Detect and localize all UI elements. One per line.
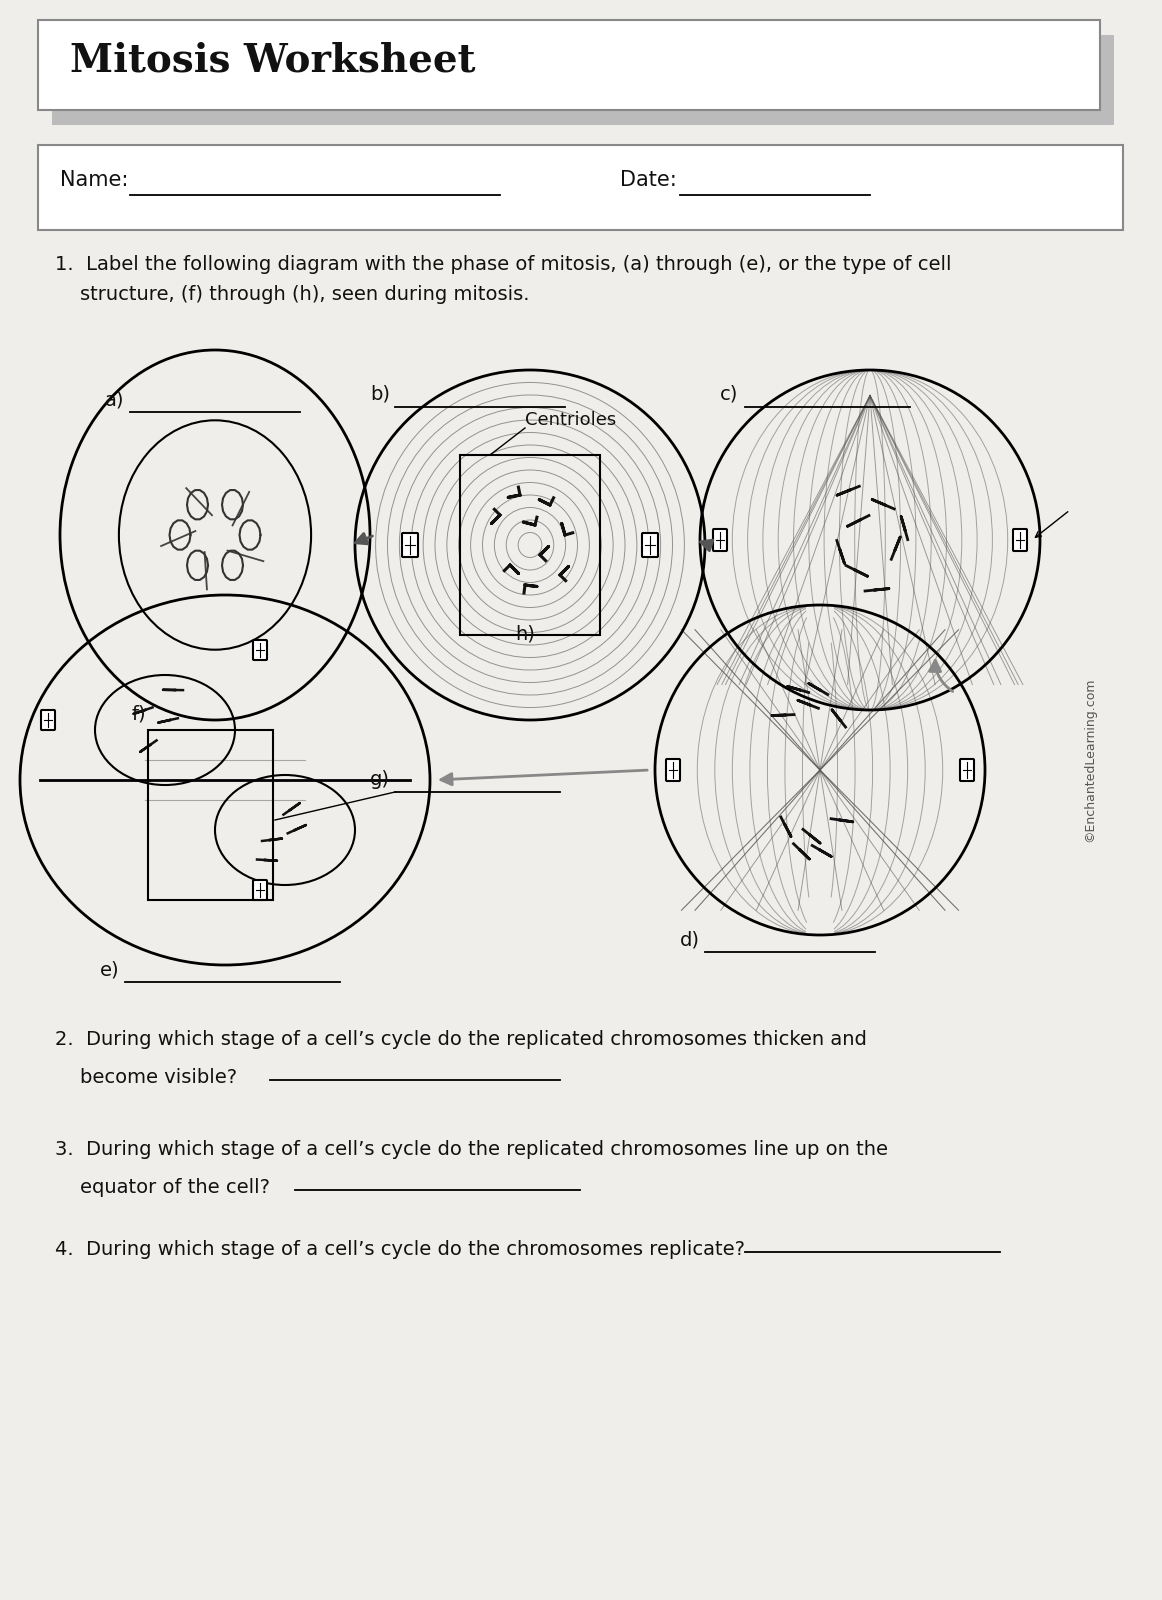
Text: g): g) <box>370 770 390 789</box>
Text: Date:: Date: <box>621 170 676 190</box>
Bar <box>460 454 600 635</box>
Text: e): e) <box>100 960 120 979</box>
Text: c): c) <box>720 386 738 403</box>
FancyBboxPatch shape <box>41 710 55 730</box>
Text: equator of the cell?: equator of the cell? <box>55 1178 270 1197</box>
Text: 4.  During which stage of a cell’s cycle do the chromosomes replicate?: 4. During which stage of a cell’s cycle … <box>55 1240 745 1259</box>
FancyBboxPatch shape <box>641 533 658 557</box>
Text: 3.  During which stage of a cell’s cycle do the replicated chromosomes line up o: 3. During which stage of a cell’s cycle … <box>55 1139 888 1158</box>
FancyBboxPatch shape <box>713 530 727 550</box>
Text: Centrioles: Centrioles <box>525 411 616 429</box>
Text: 1.  Label the following diagram with the phase of mitosis, (a) through (e), or t: 1. Label the following diagram with the … <box>55 254 952 304</box>
Text: d): d) <box>680 930 700 949</box>
FancyBboxPatch shape <box>402 533 418 557</box>
Text: Mitosis Worksheet: Mitosis Worksheet <box>70 42 475 78</box>
Text: ©EnchantedLearning.com: ©EnchantedLearning.com <box>1083 678 1097 842</box>
Text: b): b) <box>370 386 390 403</box>
Bar <box>148 730 273 899</box>
Bar <box>38 146 1122 230</box>
Text: h): h) <box>515 626 535 643</box>
FancyBboxPatch shape <box>666 758 680 781</box>
FancyBboxPatch shape <box>1013 530 1027 550</box>
Bar <box>52 35 1114 125</box>
Text: 2.  During which stage of a cell’s cycle do the replicated chromosomes thicken a: 2. During which stage of a cell’s cycle … <box>55 1030 867 1050</box>
Bar <box>38 19 1100 110</box>
Text: a): a) <box>105 390 124 410</box>
Text: Name:: Name: <box>60 170 128 190</box>
FancyBboxPatch shape <box>253 640 267 659</box>
FancyBboxPatch shape <box>960 758 974 781</box>
FancyBboxPatch shape <box>253 880 267 899</box>
Text: f): f) <box>132 706 146 723</box>
Text: become visible?: become visible? <box>55 1069 237 1086</box>
